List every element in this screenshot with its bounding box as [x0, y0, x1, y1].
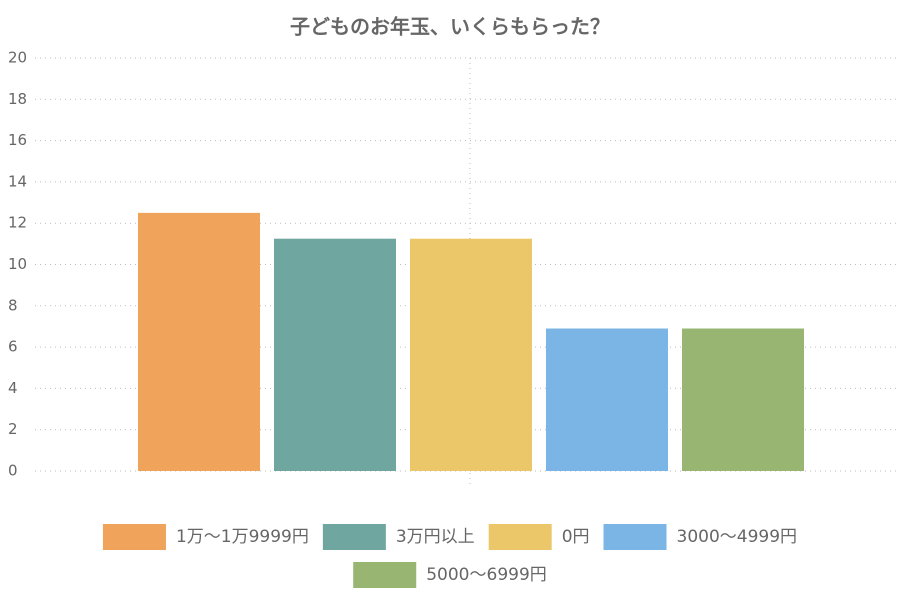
legend-label: 3000〜4999円	[677, 527, 798, 547]
legend-label: 5000〜6999円	[426, 565, 547, 585]
y-tick-label: 0	[8, 462, 18, 480]
y-tick-label: 6	[8, 338, 18, 356]
y-tick-label: 10	[8, 255, 27, 273]
y-tick-label: 16	[8, 131, 27, 149]
legend-swatch	[353, 562, 417, 588]
bar	[274, 238, 396, 471]
legend-label: 0円	[562, 527, 590, 547]
bar	[546, 328, 668, 471]
y-tick-label: 4	[8, 379, 18, 397]
bar	[410, 238, 532, 471]
legend-item[interactable]: 5000〜6999円	[353, 562, 547, 588]
legend-label: 3万円以上	[396, 527, 475, 547]
y-tick-label: 14	[8, 172, 27, 190]
legend-item[interactable]: 3万円以上	[322, 524, 475, 550]
legend-label: 1万〜1万9999円	[176, 527, 309, 547]
legend-swatch	[488, 524, 552, 550]
y-tick-label: 8	[8, 296, 18, 314]
bar	[138, 212, 260, 471]
legend-swatch	[603, 524, 667, 550]
y-tick-label: 12	[8, 214, 27, 232]
bar	[682, 328, 804, 471]
legend-item[interactable]: 3000〜4999円	[603, 524, 798, 550]
legend-item[interactable]: 0円	[488, 524, 590, 550]
y-tick-label: 18	[8, 90, 27, 108]
legend-item[interactable]: 1万〜1万9999円	[102, 524, 309, 550]
y-tick-label: 2	[8, 420, 18, 438]
legend-swatch	[102, 524, 166, 550]
legend-swatch	[322, 524, 386, 550]
y-tick-label: 20	[8, 49, 27, 67]
chart-title: 子どものお年玉、いくらもらった？	[290, 15, 610, 39]
